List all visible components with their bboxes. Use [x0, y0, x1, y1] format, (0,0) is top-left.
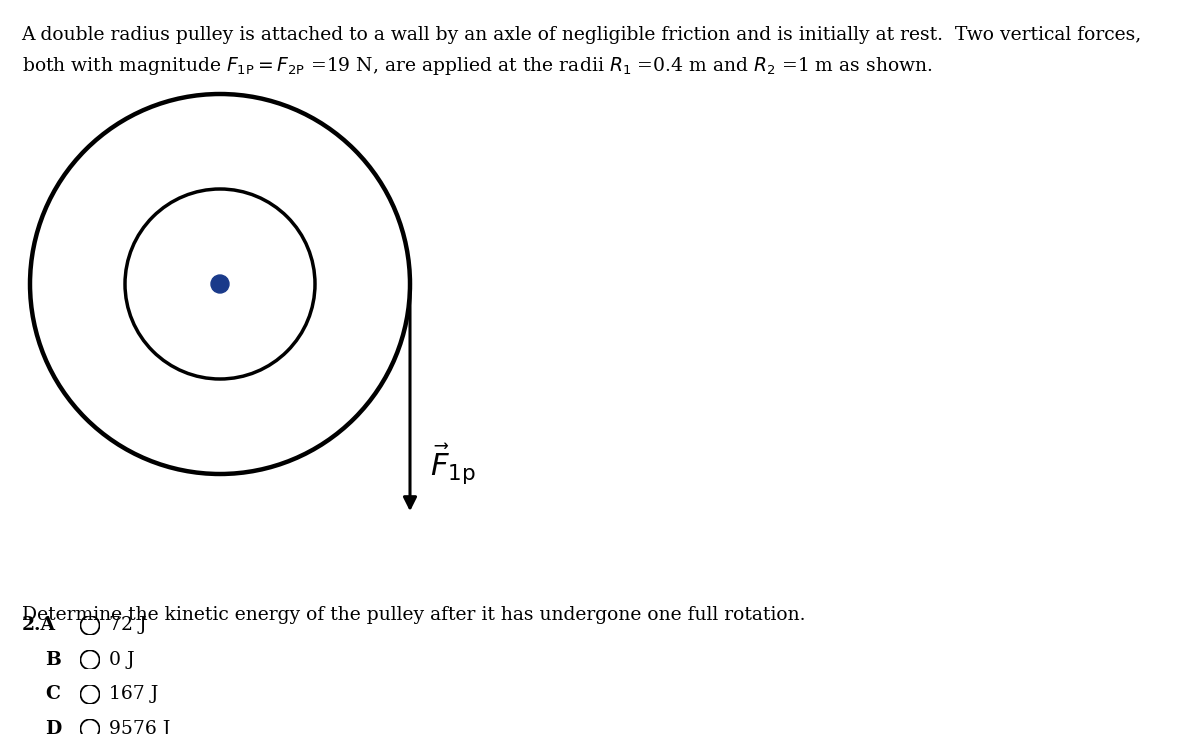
Circle shape	[211, 275, 229, 293]
Text: C: C	[46, 686, 60, 703]
Text: $\vec{F}_{1\mathrm{p}}$: $\vec{F}_{1\mathrm{p}}$	[430, 442, 476, 487]
Text: A double radius pulley is attached to a wall by an axle of negligible friction a: A double radius pulley is attached to a …	[22, 26, 1142, 44]
Text: 0 J: 0 J	[109, 651, 134, 669]
Text: D: D	[46, 720, 62, 734]
Text: 167 J: 167 J	[109, 686, 158, 703]
Text: B: B	[46, 651, 61, 669]
Text: 9576 J: 9576 J	[109, 720, 170, 734]
Text: 72 J: 72 J	[109, 617, 146, 634]
Text: both with magnitude $F_{1\mathrm{P}} = F_{2\mathrm{P}}$ =19 N, are applied at th: both with magnitude $F_{1\mathrm{P}} = F…	[22, 55, 932, 77]
Text: Determine the kinetic energy of the pulley after it has undergone one full rotat: Determine the kinetic energy of the pull…	[22, 606, 805, 624]
Text: 2.A: 2.A	[22, 617, 55, 634]
